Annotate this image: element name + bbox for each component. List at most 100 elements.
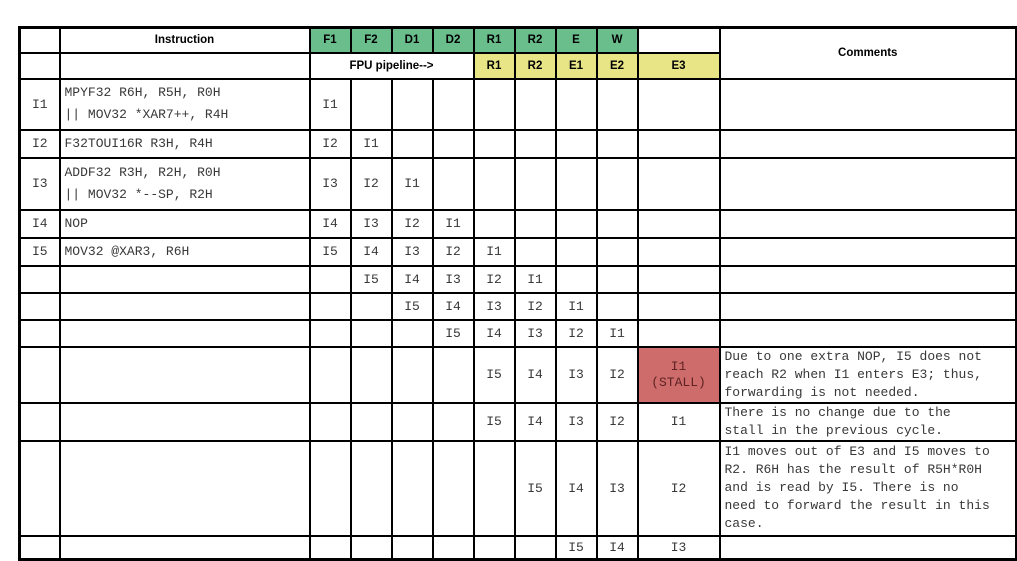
- pipeline-cell: I5: [472, 345, 516, 404]
- instruction-cell: [58, 401, 311, 442]
- row-label: I4: [18, 208, 61, 239]
- comment-cell: [718, 128, 1017, 159]
- pipeline-cell: I2: [595, 401, 639, 442]
- pipeline-cell: [431, 439, 475, 537]
- header-row-1: Instruction F1 F2 D1 D2 R1 R2 E W Commen…: [18, 26, 1017, 80]
- pipeline-cell: [595, 156, 639, 211]
- pipeline-cell: I5: [390, 291, 434, 321]
- pipeline-cell: I4: [554, 439, 598, 537]
- pipeline-cell: I3: [554, 401, 598, 442]
- instruction-cell: [58, 345, 311, 404]
- pipeline-cell: [554, 236, 598, 267]
- pipeline-diagram: Instruction F1 F2 D1 D2 R1 R2 E W Commen…: [18, 26, 1017, 561]
- pipeline-cell: [472, 128, 516, 159]
- instruction-cell: MPYF32 R6H, R5H, R0H || MOV32 *XAR7++, R4…: [58, 77, 311, 131]
- pipeline-cell: [431, 128, 475, 159]
- corner-cell-2: [18, 51, 61, 80]
- instruction-cell: F32TOUI16R R3H, R4H: [58, 128, 311, 159]
- comment-cell: There is no change due to the stall in t…: [718, 401, 1017, 442]
- pipeline-cell: I3: [595, 439, 639, 537]
- pipeline-cell: I4: [390, 264, 434, 294]
- pipeline-table: Instruction F1 F2 D1 D2 R1 R2 E W Commen…: [18, 26, 1017, 561]
- pipeline-cell: [513, 128, 557, 159]
- instruction-cell: [58, 291, 311, 321]
- pipeline-cell: I1: [513, 264, 557, 294]
- instruction-cell: MOV32 @XAR3, R6H: [58, 236, 311, 267]
- pipeline-cell: I1: [308, 77, 352, 131]
- stage-header-r2: R2: [513, 26, 557, 54]
- stage-header-w: W: [595, 26, 639, 54]
- pipeline-cell: I2: [472, 264, 516, 294]
- pipeline-cell: [554, 156, 598, 211]
- pipeline-cell: [308, 264, 352, 294]
- pipeline-cell: I2: [636, 439, 721, 537]
- pipeline-cell: [431, 77, 475, 131]
- pipeline-cell: [472, 208, 516, 239]
- instruction-cell: [58, 264, 311, 294]
- comment-cell: [718, 77, 1017, 131]
- subheader-e3: E3: [636, 51, 721, 80]
- subheader-e1: E1: [554, 51, 598, 80]
- pipeline-cell: I3: [554, 345, 598, 404]
- pipeline-cell: [390, 439, 434, 537]
- corner-cell: [18, 26, 61, 54]
- pipeline-cell: [431, 345, 475, 404]
- pipeline-cell: [349, 291, 393, 321]
- pipeline-cell: [636, 291, 721, 321]
- table-row: I5 MOV32 @XAR3, R6H I5 I4 I3 I2 I1: [18, 236, 1017, 267]
- stage-header-e: E: [554, 26, 598, 54]
- table-row: I2 F32TOUI16R R3H, R4H I2 I1: [18, 128, 1017, 159]
- pipeline-cell: [513, 77, 557, 131]
- stage-header-f2: F2: [349, 26, 393, 54]
- row-label: [18, 264, 61, 294]
- pipeline-cell: [595, 128, 639, 159]
- pipeline-cell: I4: [513, 345, 557, 404]
- stage-header-f1: F1: [308, 26, 352, 54]
- stage-header-d1: D1: [390, 26, 434, 54]
- fpu-pipeline-label: FPU pipeline-->: [308, 51, 475, 80]
- pipeline-cell: [636, 208, 721, 239]
- pipeline-cell: I1: [636, 401, 721, 442]
- pipeline-cell: [308, 291, 352, 321]
- pipeline-cell: I2: [349, 156, 393, 211]
- pipeline-cell: I3: [308, 156, 352, 211]
- pipeline-cell: I1: [431, 208, 475, 239]
- row-label: [18, 439, 61, 537]
- row-label: I5: [18, 236, 61, 267]
- pipeline-cell: [595, 236, 639, 267]
- pipeline-cell: [513, 236, 557, 267]
- pipeline-cell: [349, 439, 393, 537]
- pipeline-cell: I4: [513, 401, 557, 442]
- instruction-cell: ADDF32 R3H, R2H, R0H || MOV32 *--SP, R2H: [58, 156, 311, 211]
- pipeline-cell: [390, 401, 434, 442]
- pipeline-cell: [554, 208, 598, 239]
- pipeline-cell: I2: [390, 208, 434, 239]
- table-row: I3 ADDF32 R3H, R2H, R0H || MOV32 *--SP, R2…: [18, 156, 1017, 211]
- row-label: [18, 291, 61, 321]
- pipeline-table-body: I1 MPYF32 R6H, R5H, R0H || MOV32 *XAR7++, …: [18, 77, 1017, 561]
- pipeline-cell: I3: [513, 318, 557, 348]
- pipeline-cell: [390, 345, 434, 404]
- pipeline-cell: [595, 291, 639, 321]
- stage-header-r1: R1: [472, 26, 516, 54]
- pipeline-cell: [595, 77, 639, 131]
- table-row: I1 MPYF32 R6H, R5H, R0H || MOV32 *XAR7++, …: [18, 77, 1017, 131]
- row-label: [18, 318, 61, 348]
- comment-cell: [718, 318, 1017, 348]
- pipeline-cell: [349, 401, 393, 442]
- pipeline-cell: I5: [472, 401, 516, 442]
- pipeline-cell: I1: [595, 318, 639, 348]
- row-label: I1: [18, 77, 61, 131]
- table-row: I5 I4 I3 I2 I1 There is no change due to the …: [18, 401, 1017, 442]
- pipeline-cell: [513, 208, 557, 239]
- subheader-r1: R1: [472, 51, 516, 80]
- pipeline-cell: I2: [595, 345, 639, 404]
- pipeline-cell: I2: [513, 291, 557, 321]
- row-label: [18, 345, 61, 404]
- table-row: I5 I4 I3 I2 I1 (STALL) Due to one extra NOP, I…: [18, 345, 1017, 404]
- instruction-cell: NOP: [58, 208, 311, 239]
- pipeline-cell: I2: [308, 128, 352, 159]
- row-label: I2: [18, 128, 61, 159]
- pipeline-cell: I4: [431, 291, 475, 321]
- table-row: I5 I4 I3 I2 I1: [18, 291, 1017, 321]
